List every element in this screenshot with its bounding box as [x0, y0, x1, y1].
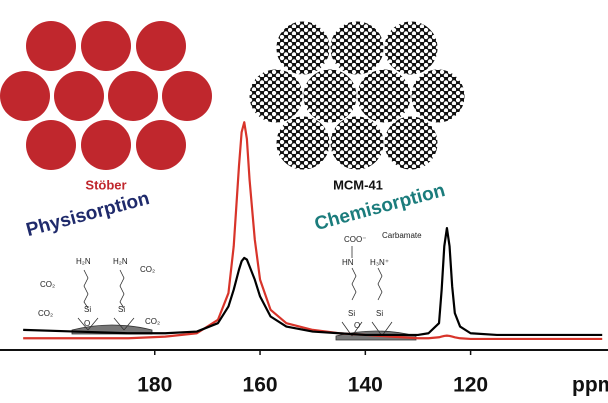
chem-label: Si	[118, 305, 125, 314]
chem-label: Carbamate	[382, 231, 422, 240]
mcm-label: MCM-41	[333, 177, 383, 192]
chem-label: HN	[342, 258, 354, 267]
chem-label: O	[84, 319, 90, 328]
mcm-particles	[248, 20, 466, 171]
chem-label: CO₂	[140, 265, 155, 274]
chem-label: CO₂	[145, 317, 160, 326]
stober-label: Stöber	[85, 177, 126, 192]
chem-label: CO₂	[40, 280, 55, 289]
x-tick-label: 160	[243, 374, 278, 397]
chem-label: H₂N	[76, 257, 91, 266]
spectrum-line	[23, 226, 603, 337]
stober-spheres	[0, 21, 212, 170]
x-tick-label: 140	[348, 374, 383, 397]
chem-label: H₂N	[113, 257, 128, 266]
chem-label: O	[354, 321, 360, 330]
chem-label: Si	[84, 305, 91, 314]
x-axis-label: ppm	[572, 374, 608, 397]
chem-label: Si	[348, 309, 355, 318]
x-tick-label: 180	[137, 374, 172, 397]
chem-label: COO⁻	[344, 235, 366, 244]
chem-label: Si	[376, 309, 383, 318]
chem-label: H₃N⁺	[370, 258, 389, 267]
chem-label: CO₂	[38, 309, 53, 318]
x-tick-label: 120	[453, 374, 488, 397]
